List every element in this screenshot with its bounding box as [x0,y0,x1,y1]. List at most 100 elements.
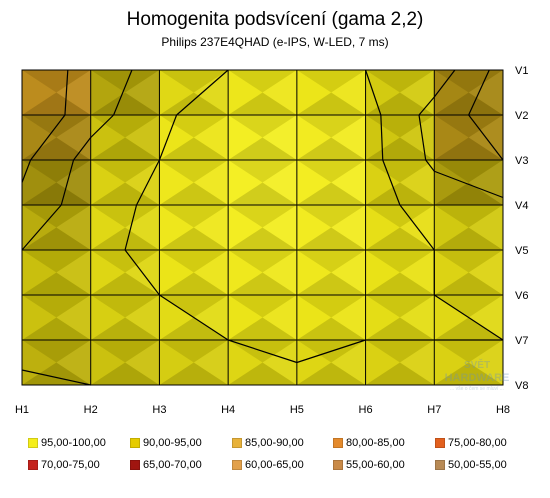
heatmap-cell [365,205,435,251]
heatmap-facet [159,317,229,340]
heatmap-facet [56,70,91,115]
contour-line [468,114,504,161]
heatmap-facet [331,250,366,295]
heatmap-facet [262,205,297,250]
heatmap-facet [296,182,366,205]
heatmap-facet [399,160,435,205]
heatmap-cell [228,160,298,206]
heatmap-cell [159,250,229,296]
heatmap-cell [228,70,298,116]
heatmap-facet [159,227,229,250]
y-axis-ticks: V1 V2 V3 V4 V5 V6 V7 V8 [515,65,528,392]
heatmap-facet [22,70,91,93]
heatmap-facet [90,317,160,340]
heatmap-facet [22,205,91,228]
heatmap-facet [399,115,435,160]
legend-label: 60,00-65,00 [245,459,304,471]
heatmap-facet [296,160,366,183]
heatmap-cell [90,205,160,251]
heatmap-facet [296,272,366,295]
heatmap-facet [125,205,160,250]
contour-line [425,159,435,172]
contour-line [135,159,160,206]
x-axis-ticks: H1 H2 H3 H4 H5 H6 H7 H8 [15,404,510,416]
heatmap-contours [21,69,504,386]
heatmap-facet [90,250,160,273]
heatmap-cell [159,205,229,251]
heatmap-facet [159,92,229,115]
heatmap-facet [193,295,229,340]
heatmap-facet [434,250,503,273]
heatmap-facet [22,250,91,273]
heatmap-facet [56,340,91,385]
contour-line [399,204,435,251]
y-tick-label: V5 [515,245,528,257]
heatmap-facet [193,205,229,250]
heatmap-facet [434,160,503,183]
heatmap-facet [22,340,91,363]
heatmap-facet [125,295,160,340]
legend-label: 75,00-80,00 [448,437,507,449]
legend-label: 50,00-55,00 [448,459,507,471]
heatmap-facet [90,137,160,160]
heatmap-facet [262,295,297,340]
chart-subtitle: Philips 237E4QHAD (e-IPS, W-LED, 7 ms) [161,35,389,49]
legend-label: 80,00-85,00 [346,437,405,449]
heatmap-cell [434,115,504,161]
contour-line [21,369,91,386]
heatmap-facet [296,227,366,250]
legend-swatch [130,460,140,470]
heatmap-facet [90,340,160,363]
legend-item: 95,00-100,00 [28,436,106,450]
heatmap-facet [159,295,229,318]
y-tick-label: V7 [515,335,528,347]
legend-swatch [232,460,242,470]
heatmap-facet [399,340,435,385]
heatmap-facet [296,70,366,93]
contour-line [433,69,456,98]
heatmap-facet [365,250,435,273]
heatmap-facet [399,295,435,340]
x-tick-label: H2 [84,404,98,416]
heatmap-facet [22,160,91,183]
heatmap-facet [56,250,91,295]
heatmap-facet [22,295,91,318]
heatmap-facet [365,317,435,340]
heatmap-cell [296,250,367,296]
heatmap-cell [296,160,367,206]
heatmap-facet [228,182,297,205]
legend-item: 85,00-90,00 [232,436,304,450]
x-tick-label: H1 [15,404,29,416]
heatmap-facet [22,182,91,205]
heatmap-facet [365,205,435,228]
heatmap-facet [159,362,229,385]
heatmap-facet [468,70,503,115]
heatmap-facet [228,317,297,340]
contour-line [418,114,427,161]
legend-item: 50,00-55,00 [435,458,507,472]
heatmap-facet [159,160,229,183]
heatmap-facet [159,340,229,363]
heatmap-cell [434,340,504,386]
heatmap-facet [434,340,503,363]
heatmap-facet [90,160,160,183]
heatmap-facet [365,362,435,385]
watermark-tagline: ... vše o čem se mluví ... [450,386,504,392]
heatmap-cell [434,250,504,296]
heatmap-facet [228,272,297,295]
heatmap-facet [22,227,91,250]
heatmap-facet [365,70,435,93]
heatmap-facet [399,250,435,295]
heatmap-facet [90,182,160,205]
y-tick-label: V2 [515,110,528,122]
legend-item: 70,00-75,00 [28,458,100,472]
y-tick-label: V4 [515,200,528,212]
heatmap-cell [159,115,229,161]
heatmap-facet [434,92,503,115]
heatmap-facet [296,362,366,385]
heatmap-shading [22,70,503,385]
heatmap-cell [22,250,92,296]
heatmap-facet [159,115,229,138]
heatmap-facet [228,92,297,115]
heatmap-cell [159,340,229,386]
